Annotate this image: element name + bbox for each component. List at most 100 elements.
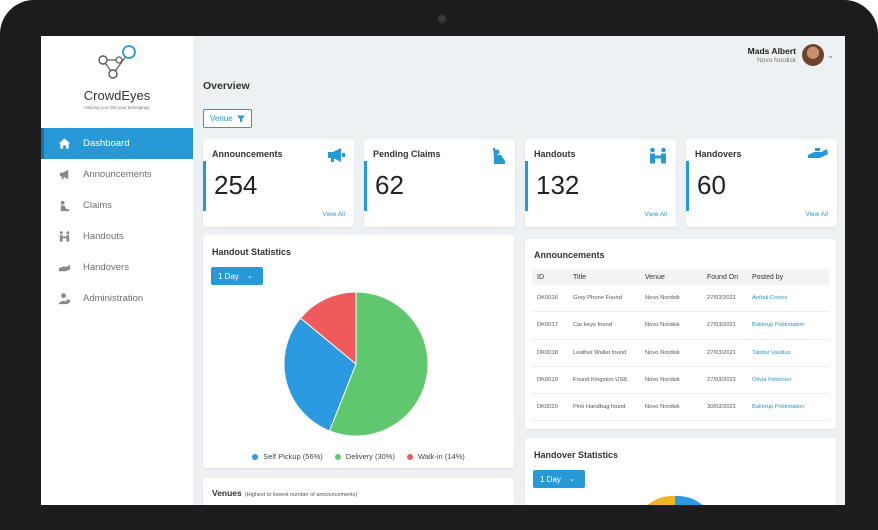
handover-pie-chart (647, 496, 703, 505)
card-title: Venues (212, 488, 242, 498)
sidebar-item-announcements[interactable]: Announcements (41, 159, 193, 190)
brand-tagline: Helping you find your belongings (84, 105, 150, 110)
stat-value: 60 (697, 170, 726, 200)
view-all-link[interactable]: View All (644, 211, 667, 218)
raised-hand-icon (493, 148, 505, 164)
cell-title: Grey Phone Found (573, 295, 622, 302)
cell-title: Found Kingston USB (573, 377, 628, 384)
pie-slice-delivery[interactable] (283, 317, 357, 432)
cell-id: DK0020 (537, 404, 558, 411)
stat-value: 62 (375, 170, 404, 200)
table-header: ID Title Venue Found On Posted by (532, 269, 829, 285)
stat-accent-bar (203, 161, 206, 211)
stat-card-pending-claims[interactable]: Pending Claims 62 (364, 139, 515, 227)
stat-label: Pending Claims (373, 149, 441, 159)
chevron-down-icon: ⌄ (246, 273, 253, 280)
stat-value: 132 (536, 170, 580, 200)
megaphone-icon (55, 168, 73, 182)
handout-statistics-card: Handout Statistics 1 Day ⌄ Self Pickup (… (203, 235, 514, 468)
venue-filter-label: Venue (210, 114, 233, 123)
cell-found-on: 27/03/2021 (707, 322, 737, 329)
handout-icon (55, 230, 73, 244)
cell-posted-by-link[interactable]: Ballerup Politistation (752, 322, 805, 329)
legend-label: Delivery (30%) (345, 452, 395, 461)
cell-found-on: 27/03/2021 (707, 295, 737, 302)
column-header-id[interactable]: ID (537, 273, 544, 281)
sidebar-item-label: Dashboard (83, 138, 130, 149)
sidebar-item-administration[interactable]: Administration (41, 283, 193, 314)
stat-accent-bar (525, 161, 528, 211)
card-subtitle: (Highest to lowest number of announcemen… (244, 492, 358, 498)
sidebar-item-label: Announcements (83, 169, 152, 180)
table-row[interactable]: DK0016 Grey Phone Found Novo Nordisk 27/… (532, 285, 829, 313)
table-row[interactable]: DK0018 Leather Wallet found Novo Nordisk… (532, 340, 829, 367)
legend-item-walk-in[interactable]: Walk-in (14%) (406, 452, 465, 461)
user-menu[interactable]: Mads Albert Novo Nordisk ⌄ (748, 44, 837, 66)
legend-label: Self Pickup (56%) (263, 452, 323, 461)
stat-card-handovers[interactable]: Handovers 60 View All (686, 139, 837, 227)
legend-swatch (252, 453, 259, 460)
cell-posted-by-link[interactable]: Ballerup Politistation (752, 404, 805, 411)
camera-icon (437, 14, 447, 24)
cell-id: DK0019 (537, 377, 558, 384)
filter-icon (236, 115, 245, 122)
cell-found-on: 27/03/2021 (707, 377, 737, 384)
cell-title: Car keys found (573, 322, 612, 329)
venue-filter-button[interactable]: Venue (203, 109, 252, 128)
dropdown-value: 1 Day (540, 474, 561, 484)
card-title: Handout Statistics (212, 247, 292, 257)
period-dropdown[interactable]: 1 Day ⌄ (533, 470, 585, 488)
dropdown-value: 1 Day (218, 271, 239, 281)
legend-item-delivery[interactable]: Delivery (30%) (334, 452, 395, 461)
cell-posted-by-link[interactable]: Tabitur Vasilius (752, 349, 791, 356)
stat-label: Handovers (695, 149, 742, 159)
pie-slice-walk-in[interactable] (299, 291, 357, 366)
sidebar-item-label: Handouts (83, 231, 124, 242)
handover-statistics-card: Handover Statistics 1 Day ⌄ (525, 438, 836, 505)
user-company: Novo Nordisk (756, 57, 796, 64)
cell-venue: Novo Nordisk (645, 295, 680, 302)
card-title: Announcements (534, 250, 605, 260)
table-row[interactable]: DK0017 Car keys found Novo Nordisk 27/03… (532, 312, 829, 340)
period-dropdown[interactable]: 1 Day ⌄ (211, 267, 263, 285)
stat-card-announcements[interactable]: Announcements 254 View All (203, 139, 354, 227)
sidebar-item-handouts[interactable]: Handouts (41, 221, 193, 252)
sidebar-item-handovers[interactable]: Handovers (41, 252, 193, 283)
card-title: Handover Statistics (534, 450, 619, 460)
sidebar-item-claims[interactable]: Claims (41, 190, 193, 221)
cell-posted-by-link[interactable]: Olivia Petersen (752, 377, 792, 384)
stat-card-handouts[interactable]: Handouts 132 View All (525, 139, 676, 227)
chevron-down-icon: ⌄ (568, 476, 575, 483)
sidebar-item-label: Claims (83, 200, 113, 211)
legend-item-self-pickup[interactable]: Self Pickup (56%) (252, 452, 323, 461)
chevron-down-icon[interactable]: ⌄ (827, 50, 834, 60)
stat-accent-bar (686, 161, 689, 211)
sidebar-item-dashboard[interactable]: Dashboard (41, 128, 193, 159)
column-header-found-on[interactable]: Found On (707, 273, 739, 281)
handover-icon (55, 261, 73, 275)
user-name: Mads Albert (747, 46, 796, 56)
handout-pie-chart (283, 291, 429, 437)
cell-posted-by-link[interactable]: Anthal Cortes (752, 295, 788, 302)
view-all-link[interactable]: View All (805, 211, 828, 218)
pie-slice-self-pickup[interactable] (328, 291, 429, 437)
view-all-link[interactable]: View All (322, 211, 345, 218)
handover-icon (808, 148, 828, 158)
table-row[interactable]: DK0019 Found Kingston USB Novo Nordisk 2… (532, 367, 829, 395)
column-header-posted-by[interactable]: Posted by (752, 273, 784, 281)
brand-name: CrowdEyes (83, 88, 151, 103)
table-row[interactable]: DK0020 Pink Handbag found Novo Nordisk 3… (532, 394, 829, 422)
home-icon (55, 137, 73, 151)
cell-venue: Novo Nordisk (645, 322, 680, 329)
handover-pie-slice (647, 496, 675, 505)
chart-legend: Self Pickup (56%) Delivery (30%) Walk-in… (203, 452, 514, 461)
announcements-table: ID Title Venue Found On Posted by DK0016… (532, 269, 829, 422)
column-header-venue[interactable]: Venue (645, 273, 665, 281)
cell-venue: Novo Nordisk (645, 349, 680, 356)
column-header-title[interactable]: Title (573, 273, 586, 281)
handover-pie-slice (675, 496, 703, 505)
sidebar-item-label: Handovers (83, 262, 129, 273)
avatar[interactable] (802, 44, 824, 66)
logo[interactable]: CrowdEyes Helping you find your belongin… (41, 36, 193, 126)
